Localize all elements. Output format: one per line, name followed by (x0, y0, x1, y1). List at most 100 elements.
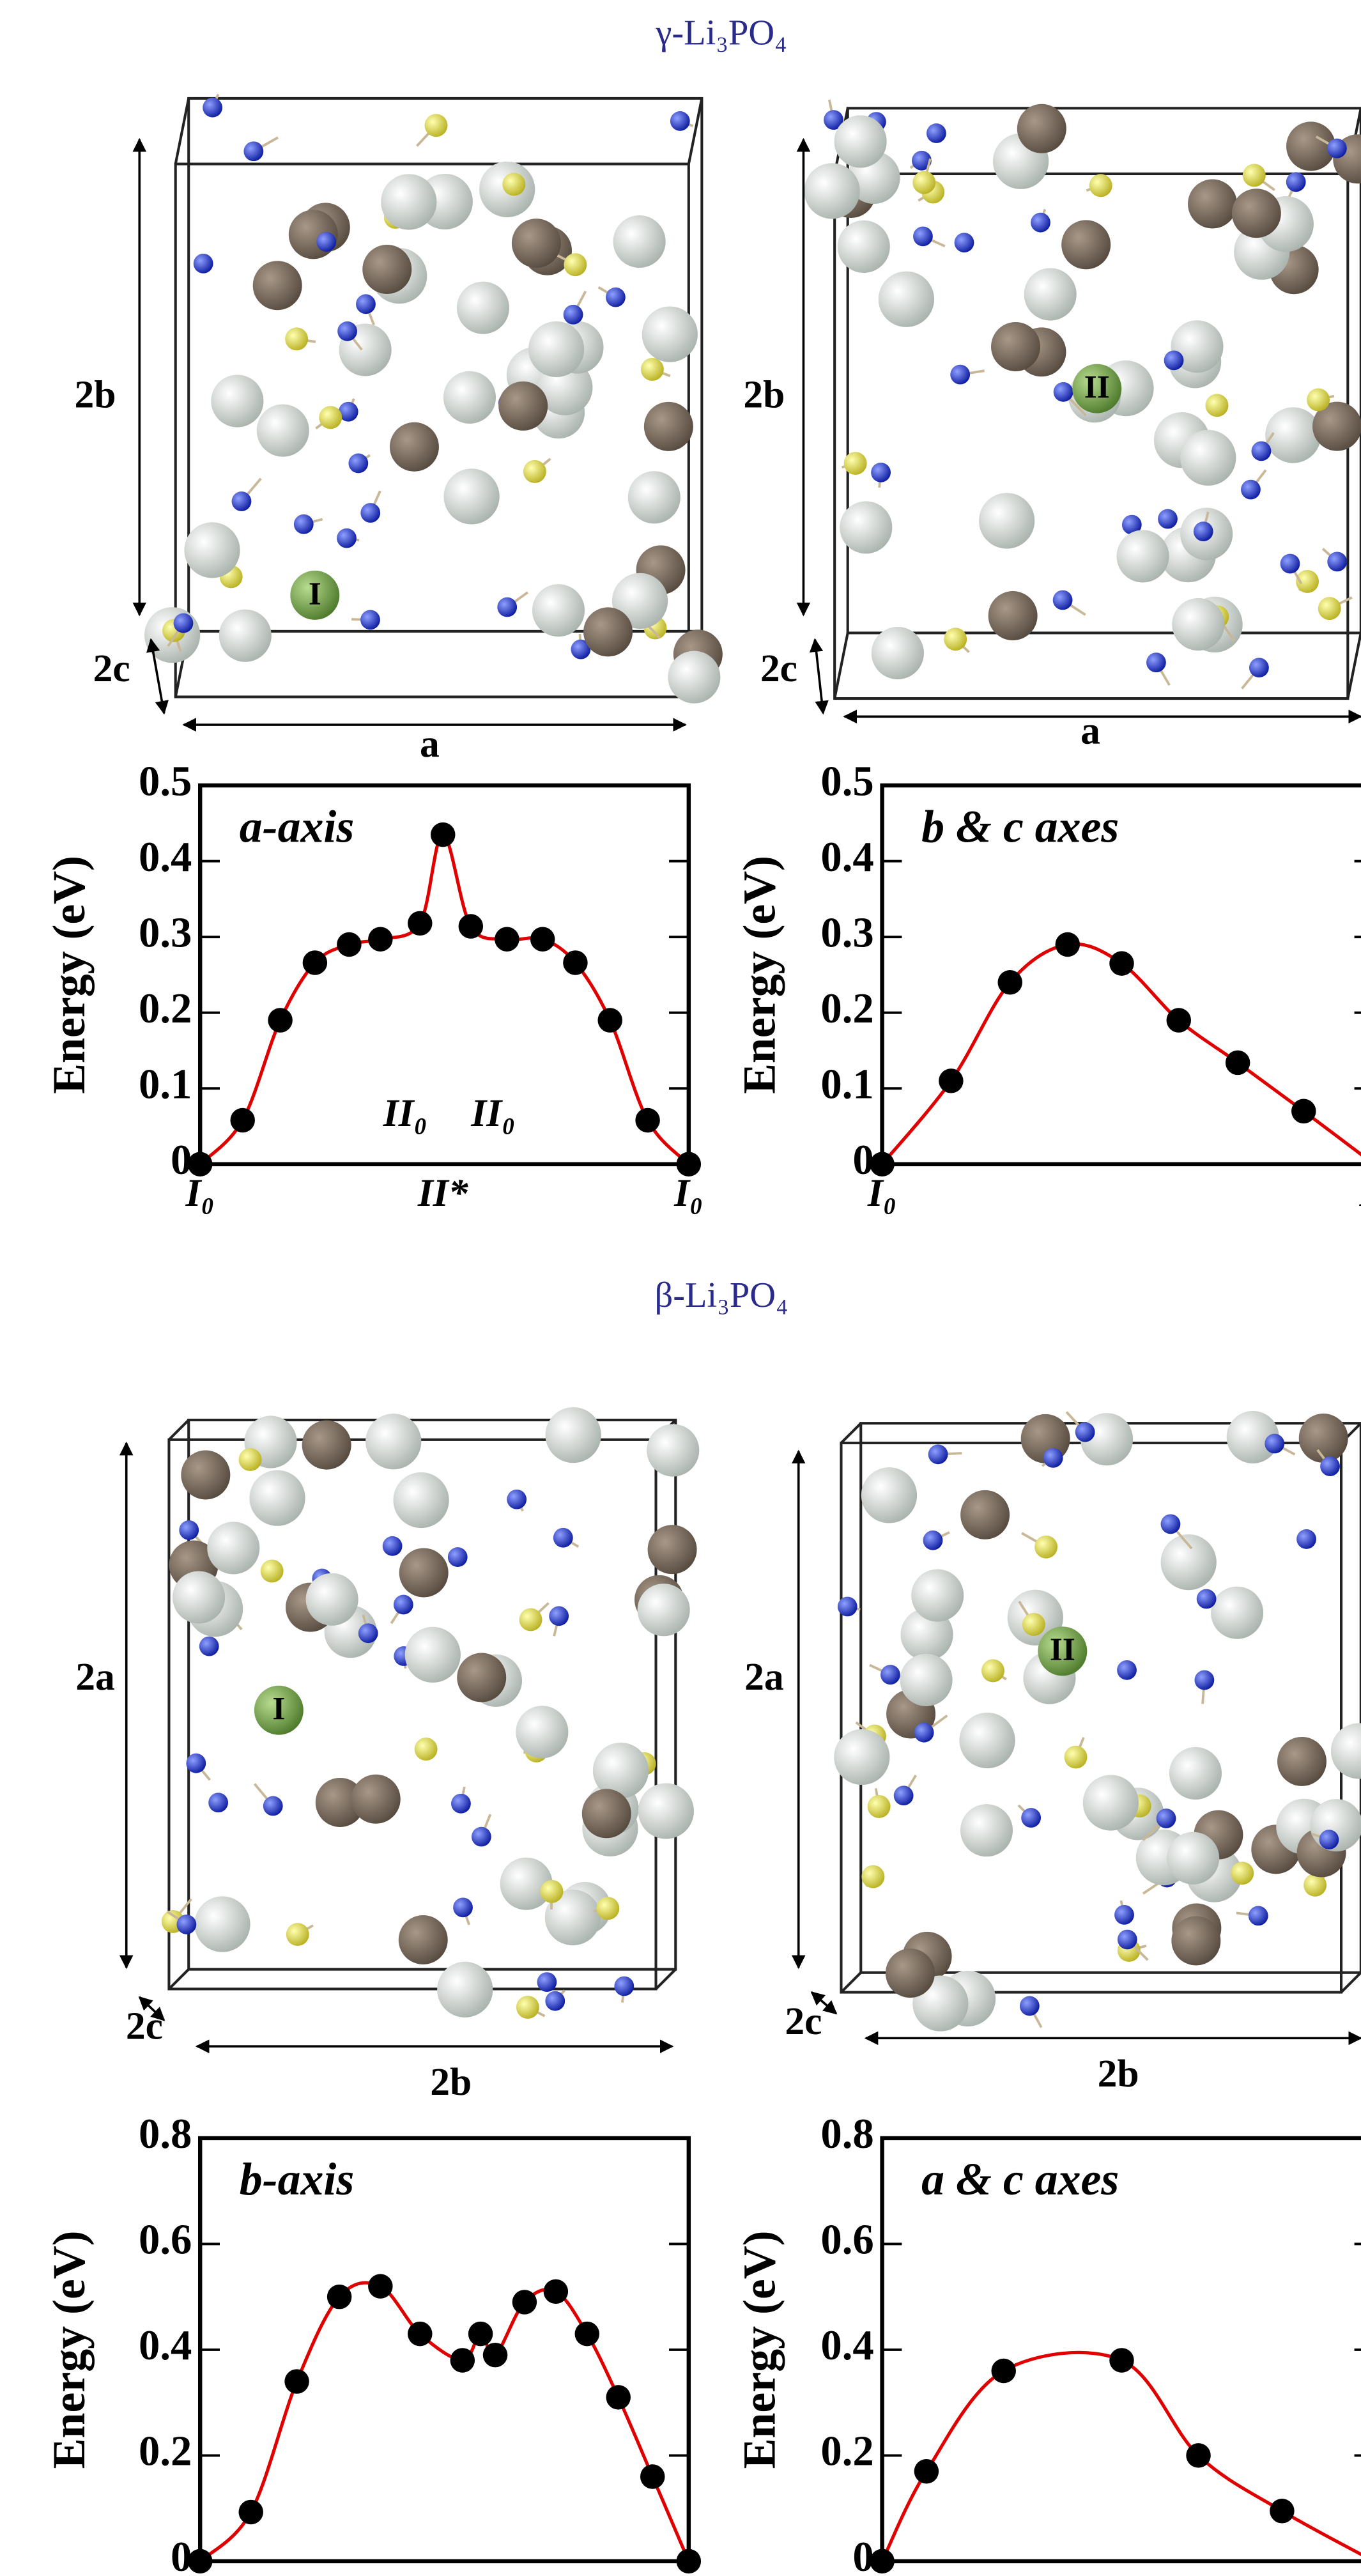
atom (644, 402, 693, 451)
y-tick-label: 0.5 (820, 758, 873, 805)
atom (880, 1665, 900, 1685)
atom (1161, 1534, 1217, 1590)
data-point (284, 2369, 309, 2393)
atom (211, 374, 263, 427)
atom (253, 261, 302, 310)
data-point (606, 2385, 630, 2409)
data-point (991, 2359, 1015, 2383)
atom (383, 1536, 403, 1556)
atom (1299, 1414, 1348, 1463)
atom (1206, 394, 1229, 417)
atom (443, 371, 496, 424)
series-line (200, 835, 689, 1164)
dimension-label: 2b (74, 373, 116, 417)
atom (302, 1421, 351, 1470)
atom (1172, 598, 1224, 651)
atom (960, 1490, 1010, 1539)
data-point (870, 1152, 894, 1176)
atom (1318, 597, 1341, 620)
data-point (188, 2549, 212, 2573)
atom (1164, 350, 1184, 370)
y-axis-label: Energy (eV) (734, 2230, 785, 2469)
atom (1022, 1613, 1045, 1636)
atom (285, 327, 308, 350)
atom (528, 321, 584, 377)
y-tick-label: 0.1 (139, 1061, 192, 1108)
data-point (468, 2322, 493, 2346)
atom (1024, 268, 1077, 320)
atom (507, 1490, 527, 1509)
data-point (677, 2549, 701, 2573)
atom (519, 1608, 542, 1631)
data-point (1270, 2499, 1294, 2523)
x-tick-label: I₀ (1359, 2568, 1361, 2576)
atom (1021, 1808, 1041, 1828)
atom (959, 1713, 1015, 1768)
atom (532, 584, 585, 636)
atom (176, 1915, 196, 1934)
atom (1114, 1905, 1134, 1925)
y-tick-label: 0.6 (820, 2217, 873, 2264)
x-tick-label: I₀ (185, 1171, 214, 1215)
annotation: II₀ (470, 1091, 515, 1135)
dimension-label: 2c (93, 647, 130, 690)
site-label: II (1084, 369, 1110, 405)
atom (399, 1915, 448, 1964)
data-point (597, 1008, 622, 1032)
atom (545, 1991, 565, 2011)
data-point (450, 2348, 475, 2372)
y-tick-label: 0.4 (820, 2322, 873, 2369)
atom (1296, 1529, 1316, 1549)
atom (186, 1754, 206, 1773)
y-tick-label: 0.1 (820, 1061, 873, 1108)
dimension-label: 2b (743, 373, 785, 417)
atom (173, 1571, 225, 1623)
atom (1331, 1723, 1361, 1778)
cell-edge (689, 98, 702, 164)
atom (844, 452, 867, 475)
atom (243, 141, 263, 161)
atom (1017, 104, 1066, 153)
atom (457, 1653, 506, 1702)
data-point (408, 911, 432, 936)
y-tick-label: 0.2 (820, 985, 873, 1032)
series-line (200, 2283, 689, 2561)
atom (1243, 164, 1266, 187)
atom (232, 491, 252, 511)
cell-edge (841, 1973, 861, 1993)
atom (834, 1729, 889, 1785)
atom (261, 1559, 284, 1582)
y-tick-label: 0.8 (820, 2111, 873, 2157)
atom (337, 528, 357, 548)
atoms (162, 1407, 699, 2019)
atom (1034, 1536, 1057, 1559)
atom (472, 1827, 491, 1847)
atom (1157, 1809, 1176, 1828)
atom (286, 1923, 309, 1946)
y-tick-label: 0.4 (139, 834, 192, 881)
atom (425, 114, 448, 137)
atom (1053, 590, 1073, 610)
atom (1249, 658, 1269, 677)
atom (613, 215, 666, 268)
atom (512, 219, 561, 268)
atom (638, 1783, 694, 1839)
x-tick-label: I₀ (867, 1171, 896, 1215)
atom (838, 220, 890, 273)
data-point (368, 927, 392, 951)
atom (1197, 1589, 1217, 1609)
data-point (268, 1008, 292, 1032)
site-label: I (309, 576, 321, 612)
atom (1232, 189, 1281, 238)
atom (1249, 1906, 1268, 1925)
data-point (368, 2274, 392, 2298)
atom (1265, 1434, 1284, 1454)
atom (647, 1424, 699, 1476)
cell-edge (176, 98, 189, 164)
section-title: β-Li₃PO₄ (655, 1276, 788, 1315)
x-tick-label: I₀ (1359, 1171, 1361, 1215)
chart-title: b-axis (240, 2154, 355, 2205)
atom (208, 1793, 228, 1812)
atom (1158, 509, 1178, 529)
atom (894, 1785, 914, 1805)
